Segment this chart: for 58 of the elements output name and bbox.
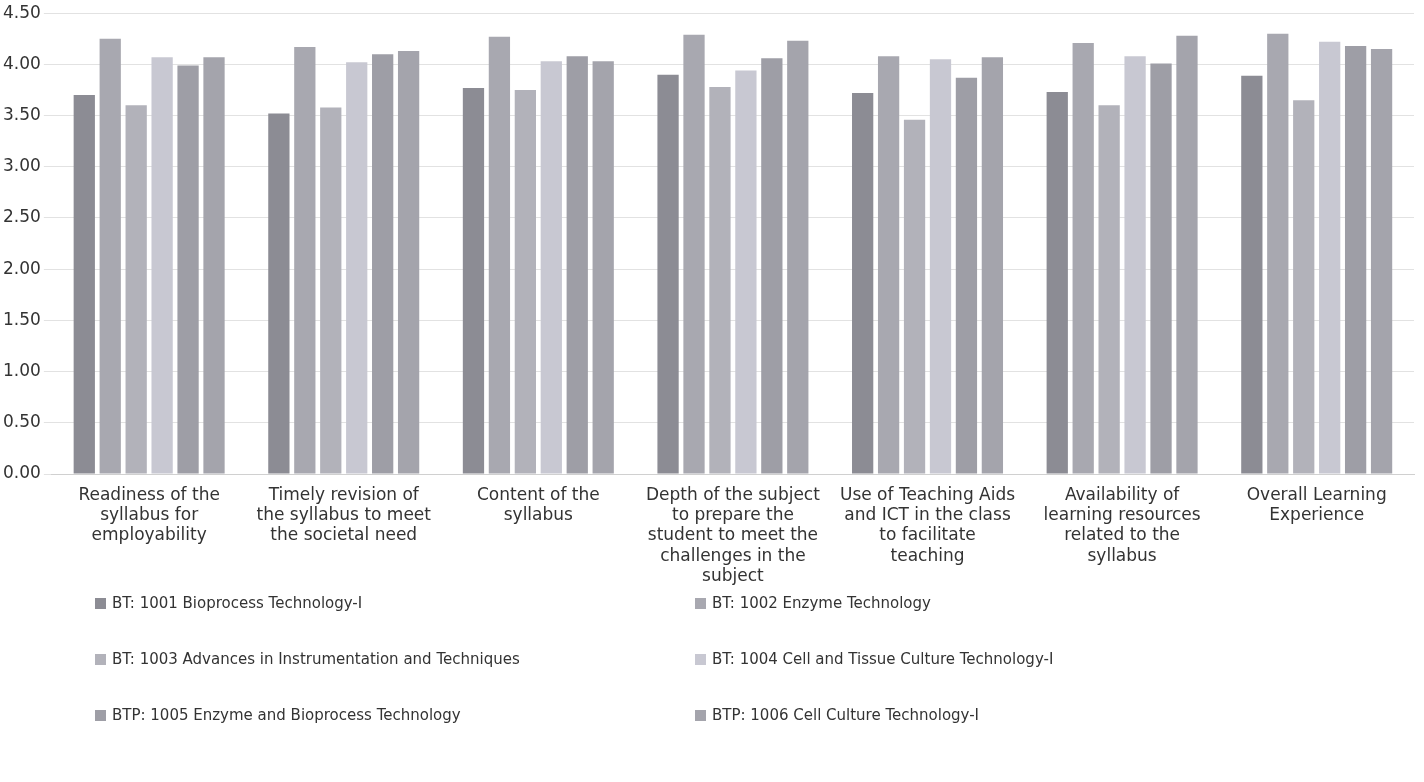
y-tick-label: 4.00 (2, 52, 41, 73)
bar (852, 93, 874, 474)
legend-label: BT: 1004 Cell and Tissue Culture Technology-I (712, 650, 1054, 668)
legend-label: BT: 1002 Enzyme Technology (712, 594, 931, 612)
x-tick-label: Content of the syllabus (476, 483, 600, 525)
bar (372, 54, 394, 474)
x-tick-label: Availability of learning resources related to the syllabus (1043, 483, 1201, 565)
x-tick-label: Timely revision of the syllabus to meet the societal need (256, 483, 432, 545)
bar (566, 56, 588, 474)
bar (787, 40, 809, 474)
bar (1150, 63, 1172, 474)
bar (761, 58, 783, 474)
bar (462, 87, 485, 474)
bar (99, 38, 121, 474)
bar (1267, 33, 1289, 474)
bar (1072, 42, 1094, 474)
y-tick-label: 4.50 (2, 1, 41, 22)
y-tick-label: 2.00 (2, 257, 41, 278)
bar (903, 119, 926, 474)
x-tick-label: Overall Learning Experience (1246, 483, 1387, 525)
bar (294, 46, 316, 474)
bar (981, 57, 1004, 474)
legend-label: BT: 1001 Bioprocess Technology-I (112, 594, 363, 612)
bar (1344, 45, 1367, 474)
bar (709, 86, 731, 474)
y-tick-label: 0.00 (2, 462, 41, 483)
y-tick-label: 2.50 (2, 206, 41, 227)
bar (268, 113, 290, 474)
bar (1293, 100, 1315, 474)
bar (1370, 49, 1393, 474)
bar (73, 95, 95, 474)
bar (177, 65, 199, 474)
bar (203, 57, 225, 474)
bar (1098, 105, 1120, 474)
x-tick-label: Depth of the subject to prepare the student to meet the challenges in the subject (645, 483, 821, 586)
y-tick-label: 0.50 (2, 411, 41, 432)
bar (592, 61, 614, 474)
y-tick-label: 1.00 (2, 360, 41, 381)
legend-label: BTP: 1006 Cell Culture Technology-I (712, 706, 980, 724)
y-tick-label: 3.00 (2, 155, 41, 176)
bar (514, 90, 536, 474)
x-tick-label: Use of Teaching Aids and ICT in the class to facilitate teaching (839, 483, 1016, 565)
bar (955, 77, 978, 474)
bar (657, 74, 679, 474)
bar (125, 105, 147, 474)
bar (1046, 92, 1068, 474)
x-tick-label: Readiness of the syllabus for employability (78, 483, 220, 545)
y-tick-label: 1.50 (2, 308, 41, 329)
bar (1241, 75, 1263, 474)
bar (320, 107, 342, 474)
legend-label: BTP: 1005 Enzyme and Bioprocess Technology (112, 706, 461, 724)
bar (683, 34, 705, 474)
bar (877, 56, 900, 474)
bar (488, 36, 511, 474)
bar (397, 51, 420, 474)
legend-label: BT: 1003 Advances in Instrumentation and Techniques (112, 650, 520, 668)
y-tick-label: 3.50 (2, 104, 41, 125)
bar (1176, 35, 1198, 474)
